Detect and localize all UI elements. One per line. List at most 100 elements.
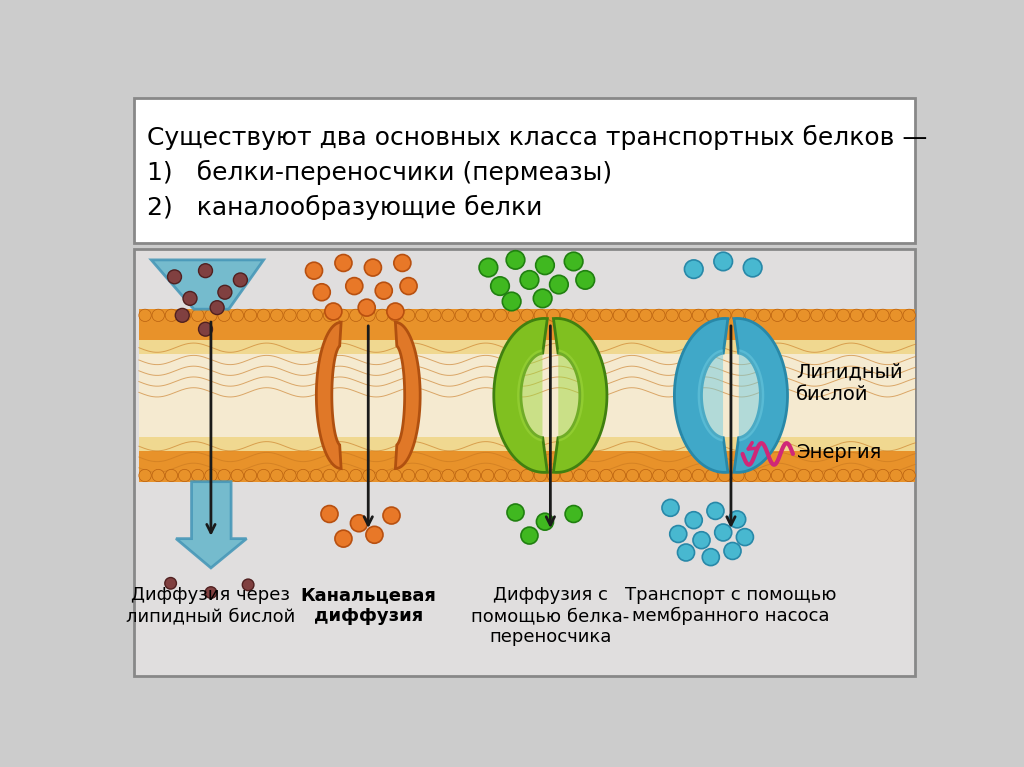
Ellipse shape [231, 309, 244, 321]
Ellipse shape [218, 309, 230, 321]
Ellipse shape [684, 260, 703, 278]
Ellipse shape [587, 309, 599, 321]
Ellipse shape [715, 524, 732, 541]
Ellipse shape [205, 469, 217, 482]
Ellipse shape [587, 469, 599, 482]
Ellipse shape [506, 251, 524, 269]
Ellipse shape [771, 469, 783, 482]
Polygon shape [517, 349, 543, 442]
Ellipse shape [824, 469, 837, 482]
Ellipse shape [537, 513, 554, 530]
Ellipse shape [652, 309, 665, 321]
Polygon shape [675, 318, 728, 472]
Ellipse shape [365, 259, 381, 276]
Ellipse shape [375, 282, 392, 299]
Polygon shape [558, 349, 584, 442]
Ellipse shape [284, 309, 296, 321]
Ellipse shape [771, 309, 783, 321]
Ellipse shape [679, 469, 691, 482]
Ellipse shape [838, 309, 850, 321]
Ellipse shape [270, 309, 283, 321]
Ellipse shape [706, 469, 718, 482]
Ellipse shape [479, 258, 498, 277]
Ellipse shape [310, 309, 323, 321]
Ellipse shape [297, 469, 309, 482]
Ellipse shape [481, 309, 494, 321]
Ellipse shape [400, 278, 417, 295]
Ellipse shape [714, 252, 732, 271]
Ellipse shape [707, 502, 724, 519]
Ellipse shape [199, 322, 212, 336]
Polygon shape [176, 482, 247, 568]
Ellipse shape [560, 309, 572, 321]
Ellipse shape [191, 309, 204, 321]
Ellipse shape [758, 469, 770, 482]
Text: 1)   белки-переносчики (пермеазы): 1) белки-переносчики (пермеазы) [147, 160, 612, 185]
Ellipse shape [627, 469, 639, 482]
Ellipse shape [165, 469, 177, 482]
Ellipse shape [468, 469, 480, 482]
Ellipse shape [243, 579, 254, 591]
Ellipse shape [784, 309, 797, 321]
Ellipse shape [613, 309, 626, 321]
Ellipse shape [784, 469, 797, 482]
Ellipse shape [455, 309, 467, 321]
Ellipse shape [321, 505, 338, 522]
Ellipse shape [416, 309, 428, 321]
Ellipse shape [366, 526, 383, 543]
Ellipse shape [191, 469, 204, 482]
Ellipse shape [877, 469, 889, 482]
Ellipse shape [729, 511, 745, 528]
FancyBboxPatch shape [134, 98, 915, 243]
Ellipse shape [349, 469, 362, 482]
Ellipse shape [362, 309, 375, 321]
Polygon shape [697, 349, 723, 442]
Ellipse shape [205, 309, 217, 321]
Ellipse shape [627, 309, 639, 321]
Ellipse shape [521, 469, 534, 482]
Ellipse shape [692, 469, 705, 482]
Ellipse shape [231, 469, 244, 482]
Ellipse shape [152, 309, 165, 321]
Ellipse shape [305, 262, 323, 279]
Text: Диффузия с
помощью белка-
переносчика: Диффузия с помощью белка- переносчика [471, 587, 630, 646]
Ellipse shape [903, 469, 915, 482]
Ellipse shape [139, 469, 152, 482]
Ellipse shape [600, 469, 612, 482]
Ellipse shape [547, 469, 560, 482]
Text: Существуют два основных класса транспортных белков —: Существуют два основных класса транспорт… [147, 124, 928, 150]
Ellipse shape [349, 309, 362, 321]
Ellipse shape [245, 309, 257, 321]
Polygon shape [316, 322, 341, 469]
Ellipse shape [376, 309, 388, 321]
Polygon shape [395, 322, 420, 469]
Ellipse shape [890, 469, 902, 482]
Bar [139, 309, 915, 340]
Ellipse shape [310, 469, 323, 482]
Polygon shape [739, 349, 764, 442]
Ellipse shape [573, 469, 586, 482]
Ellipse shape [564, 252, 583, 271]
Ellipse shape [521, 527, 538, 544]
Ellipse shape [838, 469, 850, 482]
Ellipse shape [507, 504, 524, 521]
Ellipse shape [139, 309, 152, 321]
Ellipse shape [503, 292, 521, 311]
Ellipse shape [205, 587, 217, 598]
Ellipse shape [662, 499, 679, 516]
Ellipse shape [693, 532, 710, 548]
Ellipse shape [168, 270, 181, 284]
Ellipse shape [706, 309, 718, 321]
Ellipse shape [640, 309, 652, 321]
FancyBboxPatch shape [134, 249, 915, 676]
Ellipse shape [313, 284, 331, 301]
Ellipse shape [387, 303, 403, 320]
Ellipse shape [325, 303, 342, 320]
Ellipse shape [613, 469, 626, 482]
Ellipse shape [640, 469, 652, 482]
Ellipse shape [257, 469, 270, 482]
Ellipse shape [666, 469, 678, 482]
Ellipse shape [565, 505, 583, 522]
Ellipse shape [520, 271, 539, 289]
Ellipse shape [337, 309, 349, 321]
